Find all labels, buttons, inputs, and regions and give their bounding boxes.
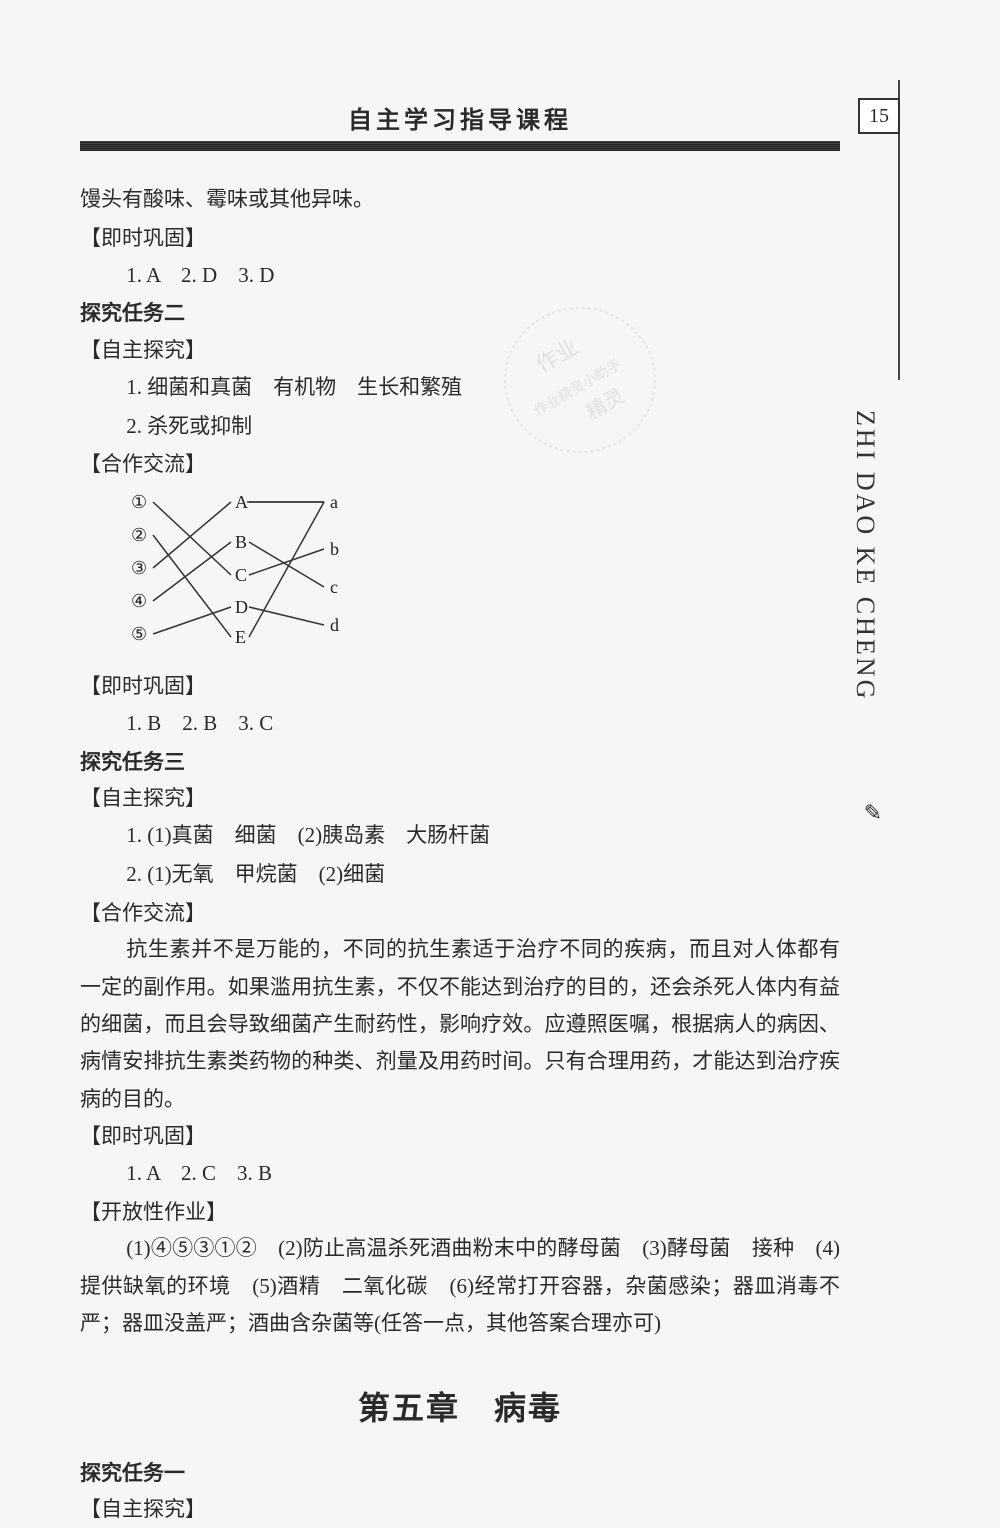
heading-task1: 探究任务一 — [80, 1455, 840, 1492]
matching-diagram: ① ② ③ ④ ⑤ ABCDEa bcd — [115, 487, 840, 662]
header-title: 自主学习指导课程 — [80, 100, 840, 135]
svg-text:a: a — [330, 492, 338, 512]
answer-line: 2. (1)无氧 甲烷菌 (2)细菌 — [80, 856, 840, 893]
heading-collab: 【合作交流】 — [80, 895, 840, 932]
svg-text:d: d — [330, 615, 339, 635]
side-vertical-text: ZHI DAO KE CHENG — [850, 410, 880, 701]
svg-text:①: ① — [131, 492, 147, 512]
svg-text:②: ② — [131, 525, 147, 545]
svg-text:b: b — [330, 539, 339, 559]
answer-line: 1. (1)真菌 细菌 (2)胰岛素 大肠杆菌 — [80, 817, 840, 854]
svg-text:A: A — [235, 492, 248, 512]
side-pencil-icon: ✎ — [864, 800, 882, 826]
page-content: 自主学习指导课程 馒头有酸味、霉味或其他异味。 【即时巩固】 1. A 2. D… — [80, 100, 840, 1528]
svg-text:D: D — [235, 597, 248, 617]
paragraph: (1)④⑤③①② (2)防止高温杀死酒曲粉末中的酵母菌 (3)酵母菌 接种 (4… — [80, 1230, 840, 1342]
text-line: 馒头有酸味、霉味或其他异味。 — [80, 181, 840, 218]
svg-text:C: C — [235, 565, 247, 585]
svg-text:⑤: ⑤ — [131, 624, 147, 644]
heading-task3: 探究任务三 — [80, 744, 840, 781]
heading-open-hw: 【开放性作业】 — [80, 1194, 840, 1231]
svg-text:B: B — [235, 532, 247, 552]
page-number-box: 15 — [858, 98, 900, 134]
heading-self-explore: 【自主探究】 — [80, 1491, 840, 1528]
heading-self-explore: 【自主探究】 — [80, 332, 840, 369]
heading-collab: 【合作交流】 — [80, 446, 840, 483]
heading-self-explore: 【自主探究】 — [80, 780, 840, 817]
answer-line: 2. 杀死或抑制 — [80, 408, 840, 445]
paragraph: 抗生素并不是万能的，不同的抗生素适于治疗不同的疾病，而且对人体都有一定的副作用。… — [80, 931, 840, 1118]
answer-line: 1. 细菌和真菌 有机物 生长和繁殖 — [80, 369, 840, 406]
answer-line: 1. B 2. B 3. C — [80, 705, 840, 742]
page-number: 15 — [869, 105, 889, 128]
svg-text:③: ③ — [131, 558, 147, 578]
chapter-title: 第五章 病毒 — [80, 1383, 840, 1429]
header-divider-bar — [80, 141, 840, 151]
answer-line: 1. A 2. C 3. B — [80, 1155, 840, 1192]
heading-instant: 【即时巩固】 — [80, 220, 840, 257]
heading-instant: 【即时巩固】 — [80, 1118, 840, 1155]
heading-task2: 探究任务二 — [80, 295, 840, 332]
svg-text:c: c — [330, 577, 338, 597]
svg-text:E: E — [235, 627, 246, 647]
svg-text:④: ④ — [131, 591, 147, 611]
answer-line: 1. A 2. D 3. D — [80, 257, 840, 294]
heading-instant: 【即时巩固】 — [80, 668, 840, 705]
